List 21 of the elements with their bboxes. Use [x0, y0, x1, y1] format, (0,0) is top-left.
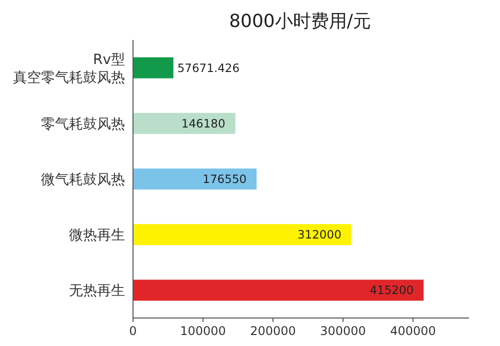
x-tick-label: 0 — [129, 324, 137, 338]
y-tick-label: 无热再生 — [69, 283, 125, 300]
bar — [133, 168, 257, 190]
data-label: 415200 — [370, 283, 414, 298]
chart-title: 8000小时费用/元 — [229, 11, 371, 32]
x-tick-label: 100000 — [180, 324, 226, 338]
bar — [133, 280, 424, 301]
bar — [133, 112, 236, 134]
x-tick-label: 400000 — [390, 324, 436, 338]
data-label: 312000 — [297, 228, 342, 242]
x-tick-label: 200000 — [250, 324, 296, 338]
y-tick-label: Rv型真空零气耗鼓风热 — [13, 52, 125, 86]
data-label: 176550 — [202, 172, 247, 186]
x-tick-label: 300000 — [320, 324, 366, 338]
y-tick-label: 零气耗鼓风热 — [41, 116, 125, 132]
y-tick-label: 微热再生 — [69, 228, 125, 244]
y-tick-label: 微气耗鼓风热 — [41, 172, 125, 188]
data-label: 146180 — [181, 116, 226, 130]
data-label: 57671.426 — [177, 60, 240, 75]
bar — [133, 57, 174, 78]
bar — [133, 224, 352, 246]
